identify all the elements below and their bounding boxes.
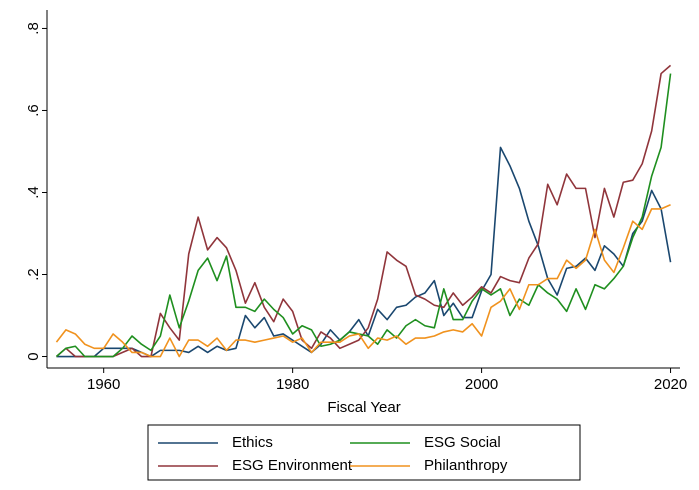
x-tick-label: 2000 (465, 376, 498, 393)
x-axis-label: Fiscal Year (327, 399, 400, 416)
x-tick-label: 2020 (654, 376, 687, 393)
y-tick-label: .8 (25, 22, 42, 35)
x-tick-label: 1960 (87, 376, 120, 393)
series-line (56, 146, 672, 358)
y-tick-label: .2 (25, 268, 42, 281)
series-line (55, 73, 672, 358)
series-line (55, 64, 672, 358)
y-tick-label: .6 (25, 104, 42, 117)
series-line (55, 204, 671, 358)
legend (147, 424, 581, 481)
legend-label: ESG Environment (232, 457, 353, 474)
y-tick-label: .4 (25, 186, 42, 199)
legend-label: ESG Social (424, 434, 501, 451)
y-tick-label: 0 (25, 352, 42, 360)
x-tick-label: 1980 (276, 376, 309, 393)
legend-label: Philanthropy (424, 457, 508, 474)
legend-label: Ethics (232, 434, 273, 451)
